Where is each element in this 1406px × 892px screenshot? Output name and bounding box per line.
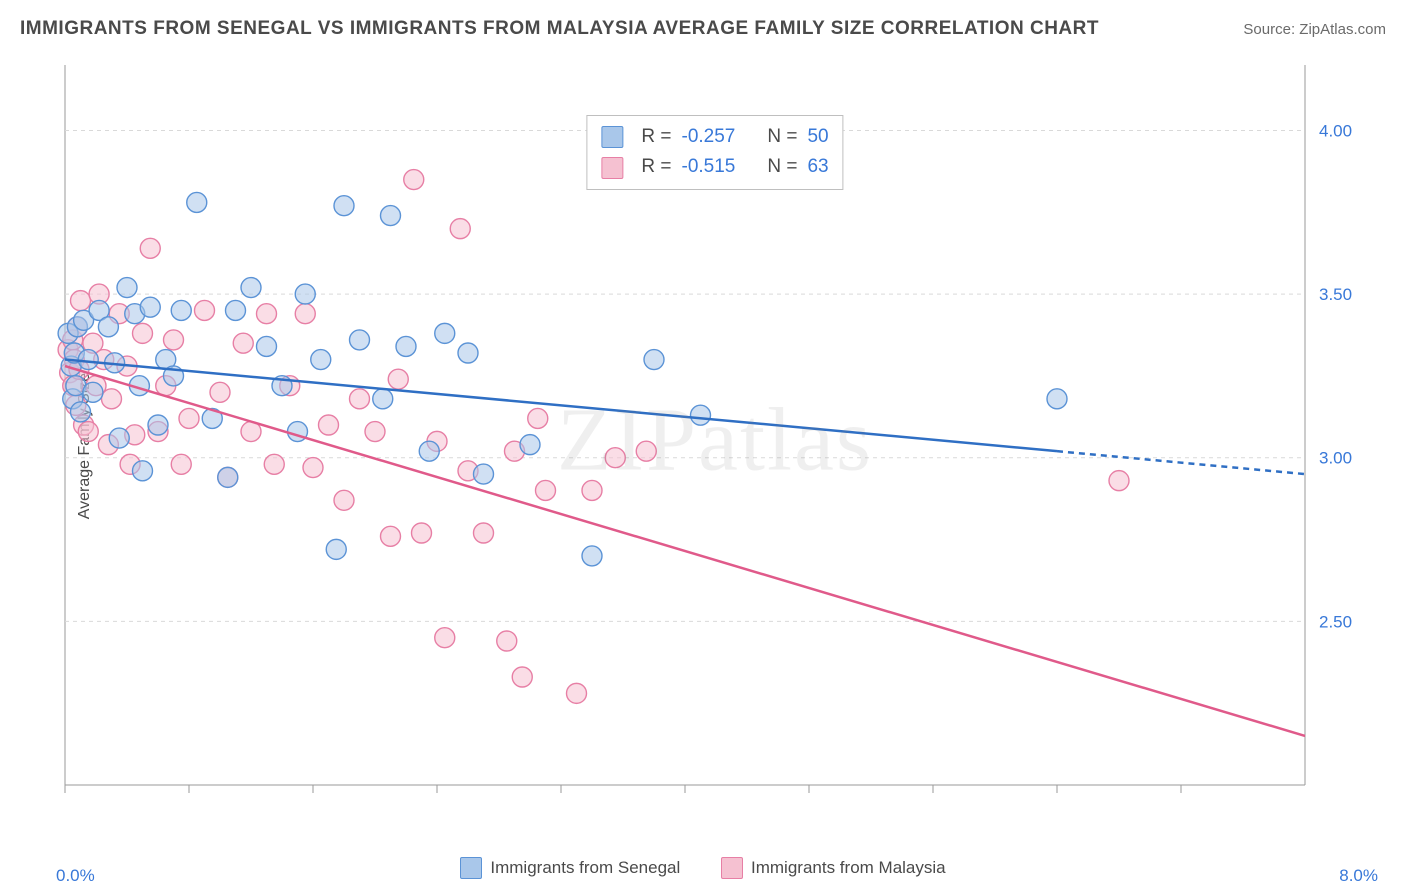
svg-text:4.00: 4.00	[1319, 121, 1352, 140]
legend-label-senegal: Immigrants from Senegal	[490, 858, 680, 878]
stats-row-malaysia: R = -0.515 N = 63	[601, 152, 828, 182]
n-value-senegal: 50	[807, 122, 828, 152]
r-value-malaysia: -0.515	[681, 152, 735, 182]
r-label: R =	[641, 152, 671, 182]
chart-title: IMMIGRANTS FROM SENEGAL VS IMMIGRANTS FR…	[20, 18, 1099, 40]
n-label: N =	[767, 152, 797, 182]
swatch-senegal-icon	[460, 857, 482, 879]
swatch-malaysia-icon	[601, 157, 623, 179]
stats-legend-box: R = -0.257 N = 50 R = -0.515 N = 63	[586, 115, 843, 190]
r-value-senegal: -0.257	[681, 122, 735, 152]
source-name: ZipAtlas.com	[1299, 21, 1386, 38]
bottom-legend: Immigrants from Senegal Immigrants from …	[0, 857, 1406, 884]
swatch-malaysia-icon	[721, 857, 743, 879]
svg-text:3.00: 3.00	[1319, 449, 1352, 468]
n-value-malaysia: 63	[807, 152, 828, 182]
svg-text:2.50: 2.50	[1319, 612, 1352, 631]
stats-row-senegal: R = -0.257 N = 50	[601, 122, 828, 152]
n-label: N =	[767, 122, 797, 152]
r-label: R =	[641, 122, 671, 152]
legend-item-senegal: Immigrants from Senegal	[460, 857, 680, 879]
svg-text:3.50: 3.50	[1319, 285, 1352, 304]
chart-area: 2.50 3.00 3.50 4.00 R = -0.257 N = 50 R = -…	[55, 55, 1375, 825]
legend-label-malaysia: Immigrants from Malaysia	[751, 858, 946, 878]
source-prefix: Source:	[1243, 21, 1299, 38]
legend-item-malaysia: Immigrants from Malaysia	[721, 857, 946, 879]
source-label: Source: ZipAtlas.com	[1243, 21, 1386, 38]
swatch-senegal-icon	[601, 126, 623, 148]
